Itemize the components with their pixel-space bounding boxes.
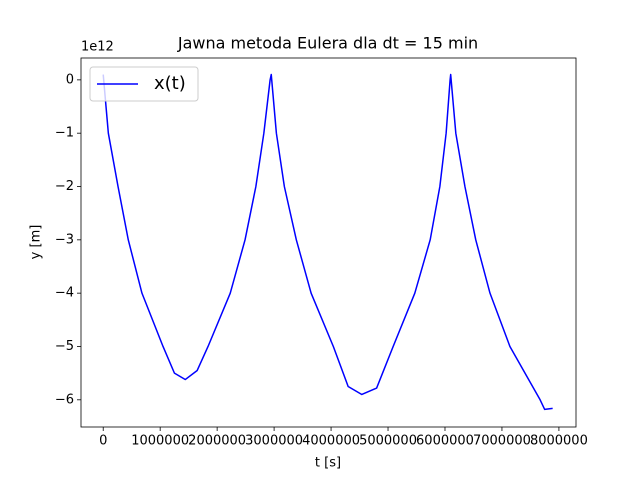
y-tick-label: −1 [55,126,74,141]
x-tick-label: 7000000 [473,434,531,449]
y-axis-label: y [m] [29,225,44,260]
legend-label: x(t) [154,73,186,94]
legend-box [89,66,199,102]
y-offset-text: 1e12 [81,40,114,55]
data-line [102,73,553,411]
x-tick-label: 2000000 [188,434,246,449]
x-tick-label: 8000000 [530,434,588,449]
x-axis-label: t [s] [315,456,341,471]
x-tick-label: 0 [99,434,107,449]
y-tick-label: −6 [55,392,74,407]
y-tick-label: −3 [55,232,74,247]
y-tick-label: −4 [55,286,74,301]
y-tick-label: −5 [55,339,74,354]
chart-title: Jawna metoda Eulera dla dt = 15 min [177,34,478,53]
y-tick-label: −2 [55,179,74,194]
x-tick-label: 4000000 [302,434,360,449]
x-tick-label: 5000000 [359,434,417,449]
y-tick-label: 0 [66,72,74,87]
x-tick-label: 6000000 [416,434,474,449]
plot-frame [80,57,577,428]
x-tick-label: 1000000 [131,434,189,449]
x-tick-label: 3000000 [245,434,303,449]
